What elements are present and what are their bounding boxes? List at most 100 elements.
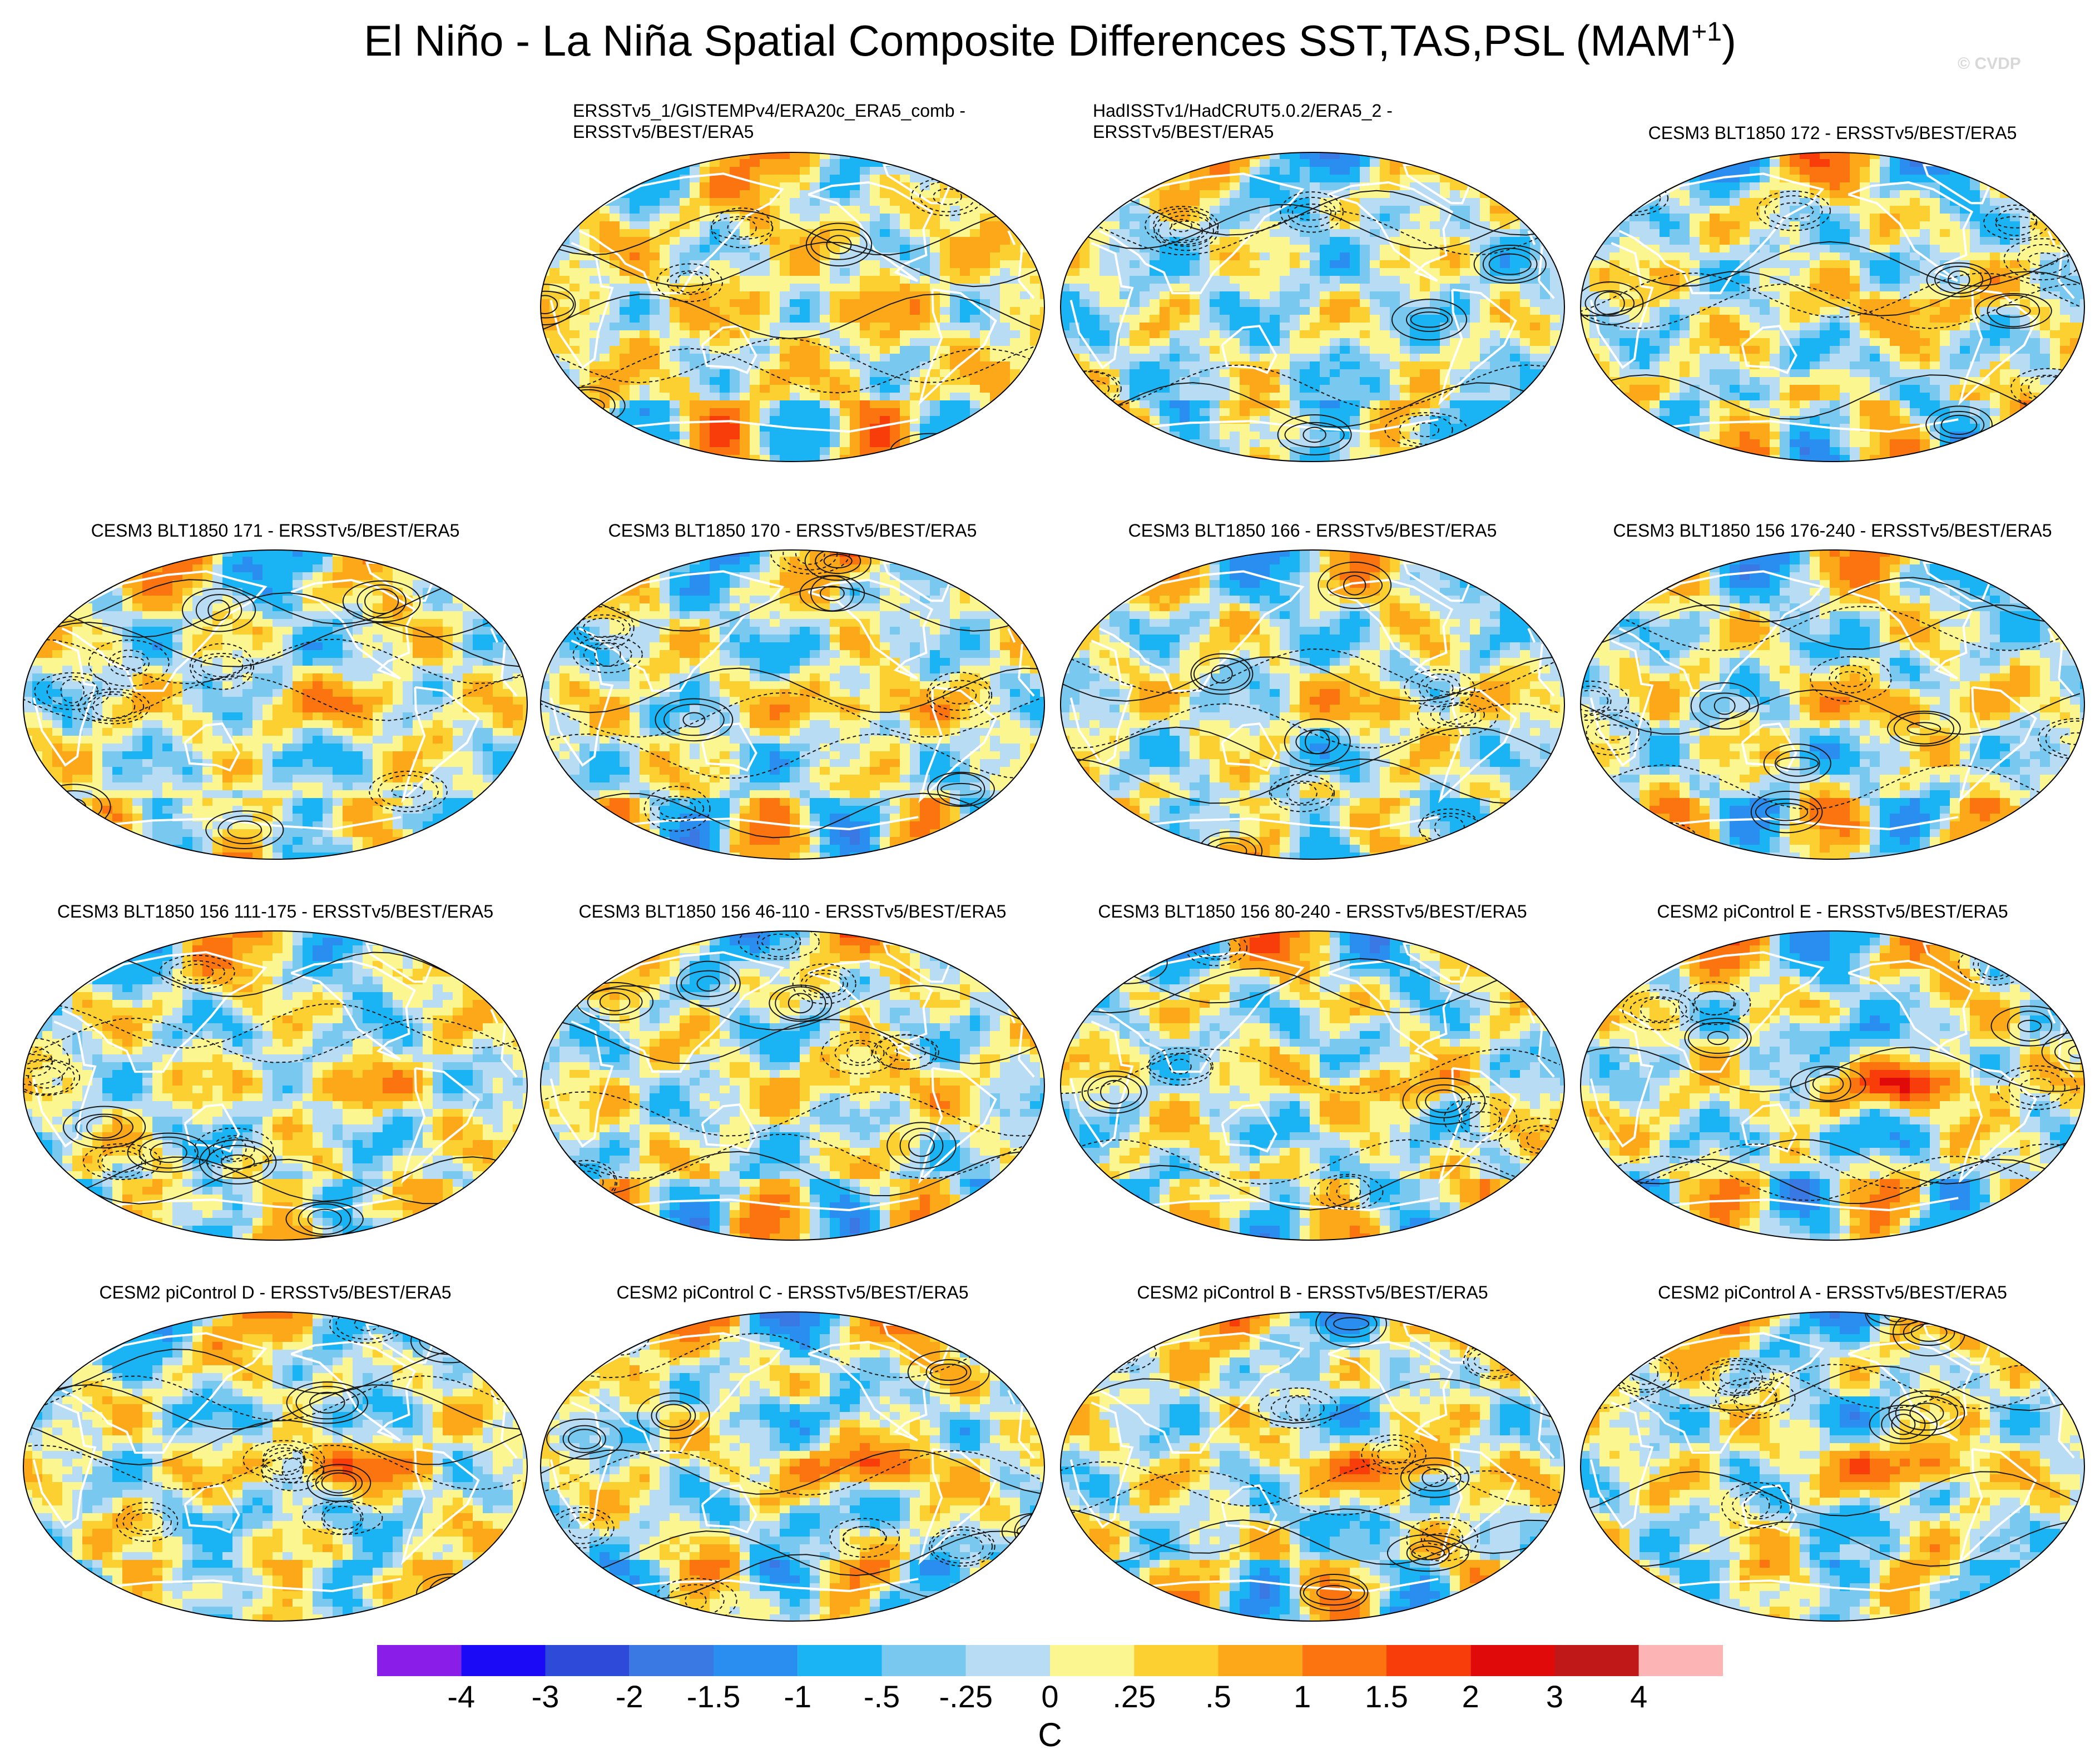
anomaly-cell: [650, 338, 660, 346]
anomaly-cell: [870, 291, 880, 300]
anomaly-cell: [590, 190, 600, 199]
anomaly-cell: [1850, 245, 1860, 253]
anomaly-cell: [920, 447, 930, 455]
anomaly-cell: [1240, 400, 1250, 409]
anomaly-cell: [1530, 369, 1541, 378]
anomaly-cell: [680, 167, 690, 175]
anomaly-cell: [870, 377, 880, 385]
anomaly-cell: [730, 307, 740, 315]
anomaly-cell: [1110, 175, 1120, 183]
anomaly-cell: [1380, 416, 1390, 424]
anomaly-cell: [1270, 237, 1280, 245]
anomaly-cell: [1470, 159, 1480, 167]
anomaly-cell: [900, 152, 910, 160]
anomaly-cell: [660, 354, 670, 362]
psl-contour: [1488, 253, 1532, 275]
anomaly-cell: [1609, 182, 1620, 191]
anomaly-cell: [1581, 221, 1590, 230]
anomaly-cell: [1410, 361, 1420, 370]
anomaly-cell: [1340, 291, 1350, 300]
anomaly-cell: [800, 175, 810, 183]
anomaly-cell: [760, 377, 770, 385]
anomaly-cell: [1240, 424, 1250, 432]
anomaly-cell: [1290, 245, 1300, 253]
anomaly-cell: [930, 260, 940, 269]
anomaly-cell: [830, 299, 840, 308]
anomaly-cell: [950, 237, 960, 245]
anomaly-cell: [1730, 237, 1740, 245]
anomaly-cell: [1230, 377, 1240, 385]
anomaly-cell: [1360, 268, 1370, 276]
anomaly-cell: [1110, 159, 1120, 167]
anomaly-cell: [670, 377, 680, 385]
anomaly-cell: [640, 338, 650, 346]
anomaly-cell: [1210, 346, 1220, 354]
anomaly-cell: [1720, 229, 1730, 237]
anomaly-cell: [1440, 190, 1450, 199]
anomaly-cell: [960, 338, 970, 346]
anomaly-cell: [650, 416, 660, 424]
anomaly-cell: [1850, 229, 1860, 237]
anomaly-cell: [549, 190, 560, 199]
anomaly-cell: [1340, 338, 1350, 346]
anomaly-cell: [1380, 346, 1390, 354]
anomaly-cell: [1550, 416, 1561, 424]
anomaly-cell: [970, 439, 980, 448]
anomaly-cell: [840, 198, 850, 206]
anomaly-cell: [680, 221, 690, 230]
anomaly-cell: [660, 361, 670, 370]
anomaly-cell: [740, 252, 750, 261]
anomaly-cell: [610, 361, 620, 370]
anomaly-cell: [559, 354, 570, 362]
anomaly-cell: [880, 354, 890, 362]
anomaly-cell: [830, 377, 840, 385]
anomaly-cell: [1530, 182, 1541, 191]
anomaly-cell: [1170, 299, 1180, 308]
anomaly-cell: [1850, 182, 1860, 191]
anomaly-cell: [1150, 369, 1160, 378]
anomaly-cell: [1020, 175, 1031, 183]
anomaly-cell: [1150, 159, 1160, 167]
anomaly-cell: [1030, 221, 1041, 230]
anomaly-cell: [1360, 330, 1370, 339]
anomaly-cell: [1910, 190, 1920, 199]
anomaly-cell: [670, 369, 680, 378]
anomaly-cell: [1320, 455, 1330, 462]
anomaly-cell: [1061, 175, 1070, 183]
anomaly-cell: [970, 315, 980, 323]
anomaly-cell: [549, 330, 560, 339]
anomaly-cell: [840, 159, 850, 167]
anomaly-cell: [910, 284, 920, 292]
anomaly-cell: [990, 416, 1001, 424]
anomaly-cell: [1120, 346, 1130, 354]
anomaly-cell: [1400, 455, 1410, 462]
anomaly-cell: [700, 221, 710, 230]
anomaly-cell: [1250, 198, 1260, 206]
anomaly-cell: [1581, 245, 1590, 253]
anomaly-cell: [720, 416, 730, 424]
psl-contour: [1061, 370, 1122, 407]
anomaly-cell: [569, 152, 580, 160]
anomaly-cell: [800, 291, 810, 300]
anomaly-cell: [710, 432, 720, 440]
anomaly-cell: [1210, 299, 1220, 308]
anomaly-cell: [910, 447, 920, 455]
anomaly-cell: [1619, 175, 1630, 183]
anomaly-cell: [1150, 354, 1160, 362]
anomaly-cell: [1099, 330, 1110, 339]
anomaly-cell: [1390, 377, 1400, 385]
anomaly-cell: [760, 400, 770, 409]
anomaly-cell: [900, 284, 910, 292]
anomaly-cell: [800, 361, 810, 370]
anomaly-cell: [1330, 455, 1340, 462]
anomaly-cell: [950, 323, 960, 331]
anomaly-cell: [1120, 221, 1130, 230]
anomaly-cell: [770, 315, 780, 323]
anomaly-cell: [1160, 229, 1170, 237]
anomaly-cell: [970, 400, 980, 409]
anomaly-cell: [1370, 447, 1380, 455]
anomaly-cell: [1160, 190, 1170, 199]
anomaly-cell: [990, 260, 1001, 269]
anomaly-cell: [1730, 152, 1740, 160]
psl-contour: [933, 188, 962, 205]
